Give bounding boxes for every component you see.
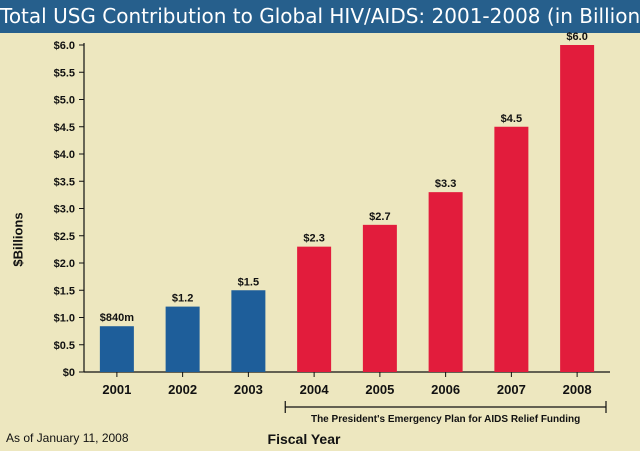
y-tick-label: $0 — [63, 367, 75, 379]
y-tick-label: $4.5 — [54, 122, 75, 134]
y-tick-label: $0.5 — [54, 340, 75, 352]
y-tick-label: $3.5 — [54, 176, 75, 188]
bar-2006 — [428, 192, 463, 372]
bar-2007 — [494, 126, 529, 372]
footnote: As of January 11, 2008 — [6, 431, 129, 445]
y-axis-label: $Billions — [10, 212, 26, 267]
data-label-2001: $840m — [100, 312, 134, 324]
x-axis-label: Fiscal Year — [267, 431, 341, 447]
bar-2004 — [297, 246, 332, 372]
data-label-2005: $2.7 — [369, 211, 390, 223]
y-tick-label: $1.0 — [54, 313, 75, 325]
x-tick-label-2006: 2006 — [431, 382, 460, 397]
y-tick-label: $2.5 — [54, 231, 75, 243]
bar-2008 — [560, 45, 595, 372]
chart-title: Total USG Contribution to Global HIV/AID… — [0, 0, 640, 33]
x-tick-label-2007: 2007 — [497, 382, 526, 397]
y-tick-label: $3.0 — [54, 204, 75, 216]
bar-2005 — [362, 224, 397, 372]
bar-2003 — [231, 290, 266, 372]
x-tick-label-2004: 2004 — [300, 382, 330, 397]
pepfar-annotation: The President's Emergency Plan for AIDS … — [311, 414, 580, 425]
x-tick-label-2002: 2002 — [168, 382, 197, 397]
data-label-2002: $1.2 — [172, 293, 193, 305]
x-tick-label-2003: 2003 — [234, 382, 263, 397]
bar-2001 — [99, 326, 134, 372]
bar-2002 — [165, 306, 200, 372]
data-label-2004: $2.3 — [303, 233, 324, 245]
x-tick-label-2005: 2005 — [365, 382, 394, 397]
x-tick-label-2001: 2001 — [102, 382, 131, 397]
y-tick-label: $5.5 — [54, 67, 75, 79]
x-tick-label-2008: 2008 — [563, 382, 592, 397]
y-tick-label: $2.0 — [54, 258, 75, 270]
data-label-2007: $4.5 — [501, 113, 522, 125]
y-tick-label: $5.0 — [54, 95, 75, 107]
data-label-2006: $3.3 — [435, 178, 456, 190]
data-label-2003: $1.5 — [238, 276, 259, 288]
y-tick-label: $1.5 — [54, 285, 75, 297]
y-tick-label: $6.0 — [54, 40, 75, 52]
data-label-2008: $6.0 — [566, 31, 587, 43]
y-tick-label: $4.0 — [54, 149, 75, 161]
